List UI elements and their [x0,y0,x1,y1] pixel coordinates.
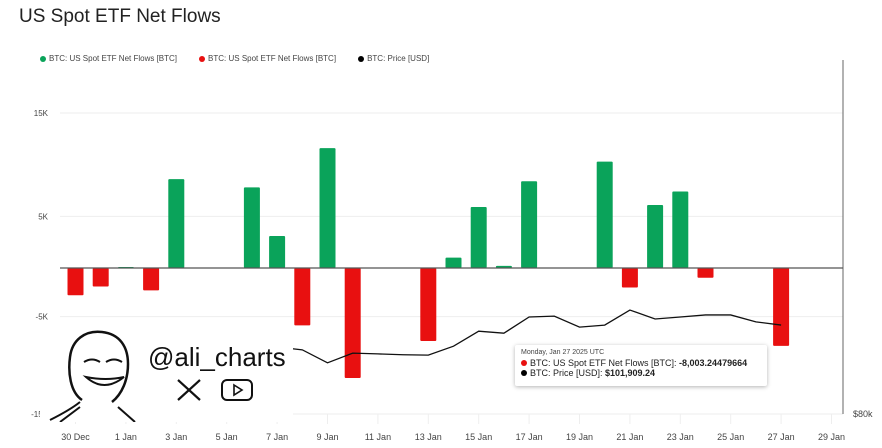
tooltip-date: Monday, Jan 27 2025 UTC [521,349,605,356]
inflow-bar [269,235,286,268]
inflow-bar [470,207,487,268]
right-axis-label: $80k [853,409,873,419]
tooltip-price-label: BTC: Price [USD]: [530,368,606,378]
y-tick-label: -5K [36,313,49,322]
legend: BTC: US Spot ETF Net Flows [BTC] BTC: US… [40,54,429,63]
outflow-bar [67,268,84,296]
outflow-bar [344,268,361,378]
meme-face-icon [49,330,136,422]
x-tick-label: 1 Jan [115,432,137,442]
y-tick-label: 15K [34,109,49,118]
x-tick-label: 13 Jan [415,432,442,442]
x-logo-icon [177,379,201,401]
tooltip-flow-value: -8,003.24479664 [679,358,748,368]
red-dot-icon [521,360,527,366]
black-dot-icon [358,55,365,62]
x-tick-label: 3 Jan [165,432,187,442]
outflow-bar [92,268,109,287]
y-tick-label: 5K [38,212,48,221]
price-line [277,309,782,364]
legend-item-price[interactable]: BTC: Price [USD] [358,54,429,63]
legend-item-inflows[interactable]: BTC: US Spot ETF Net Flows [BTC] [40,54,177,63]
x-tick-label: 17 Jan [516,432,543,442]
chart-title: US Spot ETF Net Flows [19,6,221,27]
inflow-bar [243,187,260,268]
legend-label: BTC: US Spot ETF Net Flows [BTC] [49,54,178,63]
x-tick-label: 19 Jan [566,432,593,442]
tooltip-flow-label: BTC: US Spot ETF Net Flows [BTC]: [530,358,680,368]
x-tick-label: 25 Jan [717,432,744,442]
legend-item-outflows[interactable]: BTC: US Spot ETF Net Flows [BTC] [199,54,336,63]
outflow-bar [621,268,638,288]
outflow-bar [773,268,790,346]
inflow-bar [672,191,689,268]
legend-label: BTC: US Spot ETF Net Flows [BTC] [208,54,337,63]
x-tick-label: 11 Jan [365,432,391,442]
x-tick-label: 9 Jan [316,432,338,442]
watermark-handle: @ali_charts [148,342,286,372]
inflow-bar [445,257,462,268]
x-tick-label: 7 Jan [266,432,288,442]
tooltip-price-value: $101,909.24 [605,368,656,378]
outflow-bar [697,268,714,278]
inflow-bar [168,179,185,268]
youtube-icon [221,379,253,401]
green-dot-icon [40,55,46,62]
red-dot-icon [199,55,206,62]
tooltip: Monday, Jan 27 2025 UTC BTC: US Spot ETF… [515,345,767,386]
x-tick-label: 5 Jan [216,432,238,442]
x-tick-label: 23 Jan [667,432,694,442]
x-tick-label: 29 Jan [818,432,845,442]
inflow-bar [319,148,336,268]
y-tick-label: -15K [31,410,49,419]
x-tick-label: 15 Jan [465,432,492,442]
inflow-bar [596,161,613,268]
x-tick-label: 27 Jan [768,432,795,442]
legend-label: BTC: Price [USD] [367,54,430,63]
inflow-bar [647,204,664,268]
x-tick-label: 21 Jan [616,432,643,442]
inflow-bar [521,181,538,268]
x-tick-label: 30 Dec [61,432,90,442]
outflow-bar [143,268,160,291]
outflow-bar [294,268,311,326]
outflow-bar [420,268,437,341]
black-dot-icon [521,370,527,376]
watermark: @ali_charts [40,322,293,422]
